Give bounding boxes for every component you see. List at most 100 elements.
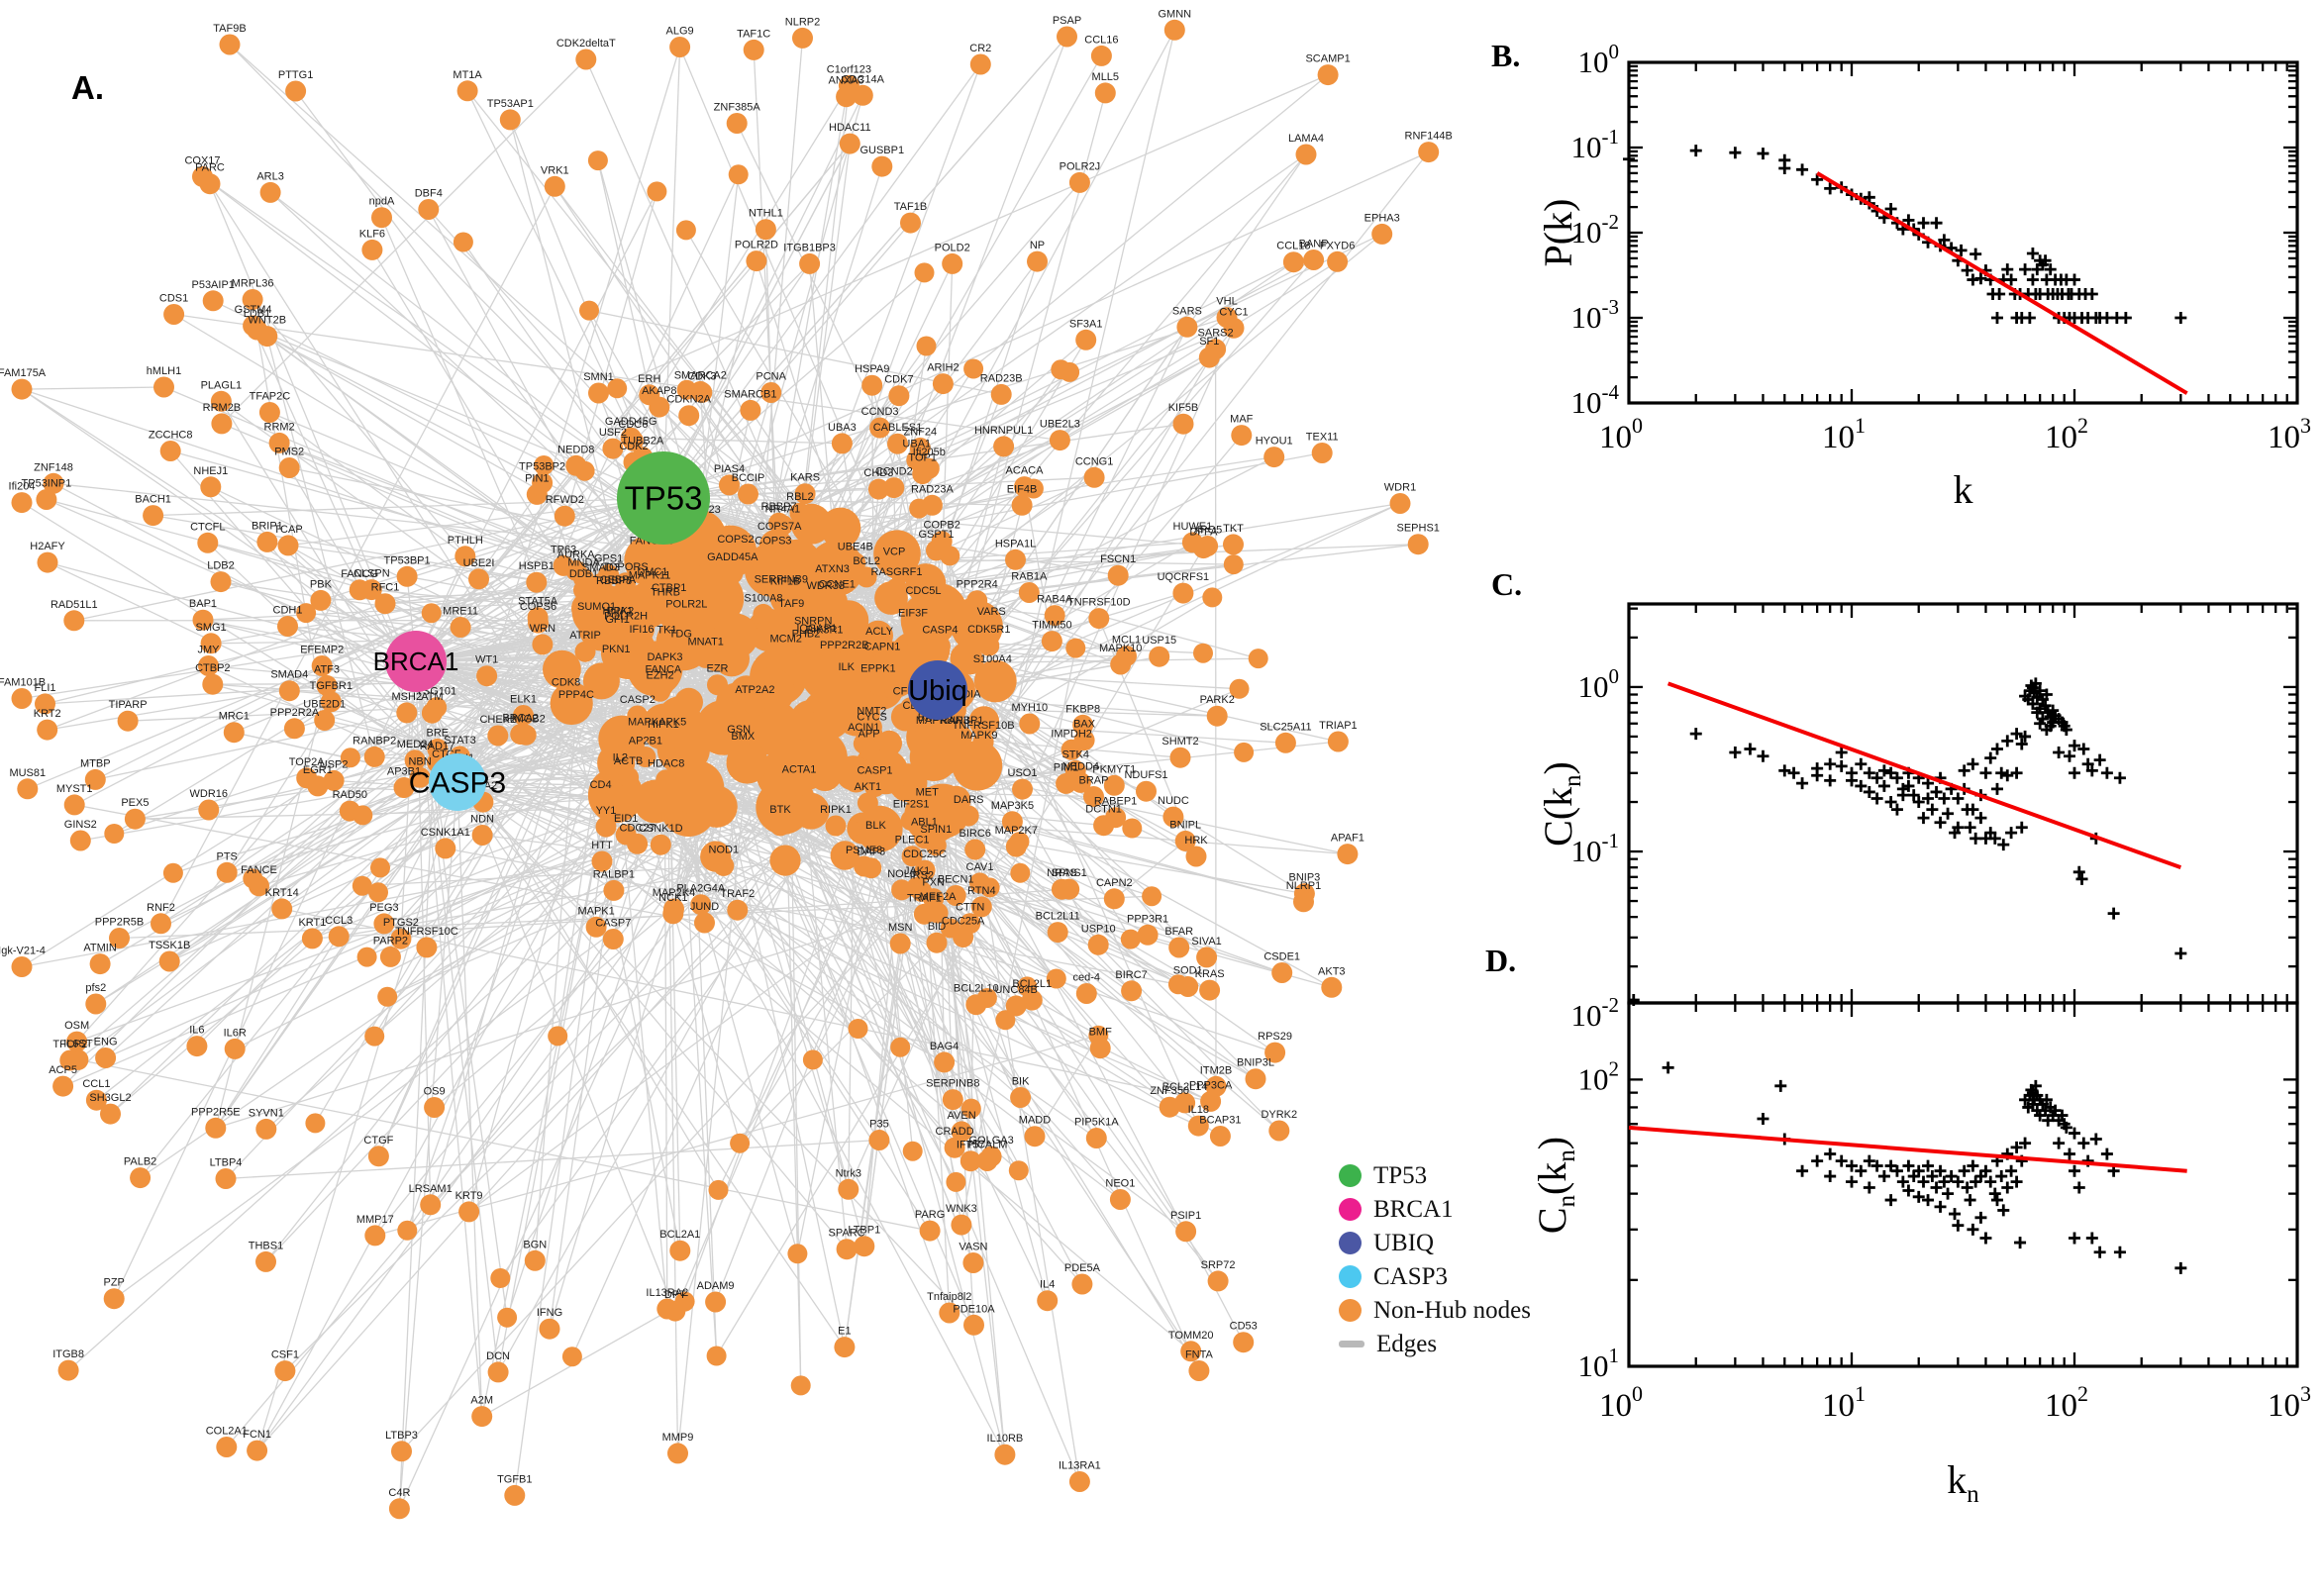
data-point bbox=[1796, 1164, 1809, 1177]
node-label: TNFRSF10D bbox=[1067, 597, 1131, 609]
fit-line bbox=[1666, 681, 2182, 870]
node-label: BAX bbox=[1073, 719, 1096, 731]
data-point bbox=[2005, 1164, 2018, 1177]
network-node bbox=[964, 839, 986, 860]
network-node bbox=[788, 775, 810, 797]
network-node bbox=[471, 825, 493, 846]
node-label: COPB2 bbox=[924, 520, 960, 532]
node-label: NEDD4 bbox=[1062, 760, 1099, 772]
axis-ticks bbox=[1627, 60, 2299, 405]
network-edge bbox=[456, 781, 1211, 1102]
node-label: IL6R bbox=[224, 1027, 247, 1039]
node-label: CDC14A bbox=[842, 73, 885, 85]
node-label: BIRC6 bbox=[959, 828, 990, 840]
network-node bbox=[216, 861, 238, 883]
data-point bbox=[1938, 234, 1951, 247]
data-point bbox=[1997, 1204, 2010, 1217]
data-point bbox=[2093, 1246, 2106, 1258]
node-label: TP63 bbox=[551, 544, 576, 555]
node-label: GMNN bbox=[1158, 8, 1191, 20]
data-point bbox=[2075, 872, 2088, 885]
node-label: GINS2 bbox=[64, 819, 97, 831]
network-node bbox=[320, 691, 342, 713]
node-label: RASGRF1 bbox=[871, 566, 923, 578]
network-node bbox=[1177, 976, 1199, 997]
network-node bbox=[1109, 1189, 1131, 1210]
network-node bbox=[450, 617, 471, 638]
network-node bbox=[860, 857, 882, 879]
data-point bbox=[1952, 821, 1965, 834]
network-node bbox=[310, 589, 332, 611]
node-label: hMLH1 bbox=[147, 365, 181, 377]
node-label: SYVN1 bbox=[249, 1107, 284, 1119]
legend-edge-swatch bbox=[1339, 1341, 1364, 1347]
network-node bbox=[1142, 886, 1162, 907]
network-node bbox=[1089, 1038, 1111, 1059]
data-point bbox=[1902, 214, 1915, 227]
node-label: SEPHS1 bbox=[1396, 523, 1439, 535]
network-node bbox=[579, 300, 599, 321]
node-label: ATF3 bbox=[314, 663, 340, 675]
network-node bbox=[1044, 605, 1065, 627]
network-edge bbox=[481, 1301, 685, 1418]
network-node bbox=[951, 1214, 972, 1236]
node-label: POLR2L bbox=[665, 599, 707, 611]
node-label: ERH bbox=[638, 373, 660, 385]
data-point bbox=[1930, 785, 1943, 798]
network-node bbox=[544, 175, 565, 197]
legend-item: Non-Hub nodes bbox=[1339, 1297, 1531, 1324]
network-node bbox=[867, 478, 889, 500]
node-label: SNRPN bbox=[794, 616, 833, 628]
node-label: MNDA bbox=[567, 557, 600, 569]
network-node bbox=[958, 805, 979, 827]
node-label: Ifi205b bbox=[913, 447, 946, 458]
data-point bbox=[1863, 1181, 1875, 1194]
network-node bbox=[990, 383, 1012, 405]
node-label: PIN1 bbox=[525, 472, 549, 484]
data-point bbox=[1757, 1112, 1769, 1125]
network-node bbox=[285, 80, 307, 102]
node-label: PSAP bbox=[1053, 15, 1081, 27]
node-label: ACLY bbox=[865, 626, 894, 638]
data-point bbox=[1979, 1232, 1992, 1245]
node-label: RNF144B bbox=[1405, 131, 1453, 143]
node-label: MYST1 bbox=[56, 783, 93, 795]
network-panel: ARL3BANPTAF9BnpdAALG9CDC14ARNF144BTP53AP… bbox=[0, 8, 1453, 1520]
legend-node-swatch bbox=[1339, 1164, 1362, 1187]
node-label: ZNF385A bbox=[714, 102, 761, 114]
network-node bbox=[970, 896, 992, 918]
network-node bbox=[774, 587, 796, 608]
network-node bbox=[667, 1443, 688, 1464]
node-label: BID bbox=[928, 921, 946, 933]
node-label: MAP3K5 bbox=[991, 800, 1034, 812]
network-node bbox=[249, 875, 269, 897]
node-label: DARS bbox=[954, 794, 984, 806]
data-point bbox=[1974, 1211, 1987, 1224]
node-label: CRADD bbox=[936, 1126, 974, 1138]
node-label: MT1A bbox=[453, 69, 482, 81]
node-label: ACTB bbox=[614, 755, 643, 767]
node-label: BNIP3 bbox=[1289, 872, 1321, 884]
network-node bbox=[418, 199, 440, 220]
network-node bbox=[888, 385, 910, 407]
node-label: PCNA bbox=[756, 371, 786, 383]
data-point bbox=[1967, 1223, 1979, 1236]
network-node bbox=[656, 1298, 678, 1320]
node-label: PPP2R5E bbox=[191, 1106, 241, 1118]
network-edge bbox=[398, 781, 458, 1509]
node-label: PARC bbox=[195, 162, 225, 174]
network-node bbox=[1337, 844, 1359, 865]
network-node bbox=[744, 695, 765, 717]
data-point bbox=[2005, 273, 2018, 286]
node-label: PTGS2 bbox=[383, 917, 419, 929]
node-label: RAD50 bbox=[333, 789, 367, 801]
network-node bbox=[163, 304, 185, 325]
network-node bbox=[1233, 1332, 1255, 1353]
network-node bbox=[1271, 962, 1293, 983]
node-label: FANCA bbox=[646, 663, 682, 675]
node-label: KRT2 bbox=[34, 708, 61, 720]
node-label: HSPA1L bbox=[995, 538, 1036, 549]
hub-node-tp53 bbox=[617, 451, 710, 545]
network-node bbox=[588, 382, 609, 404]
node-label: CDK5R1 bbox=[967, 624, 1010, 636]
